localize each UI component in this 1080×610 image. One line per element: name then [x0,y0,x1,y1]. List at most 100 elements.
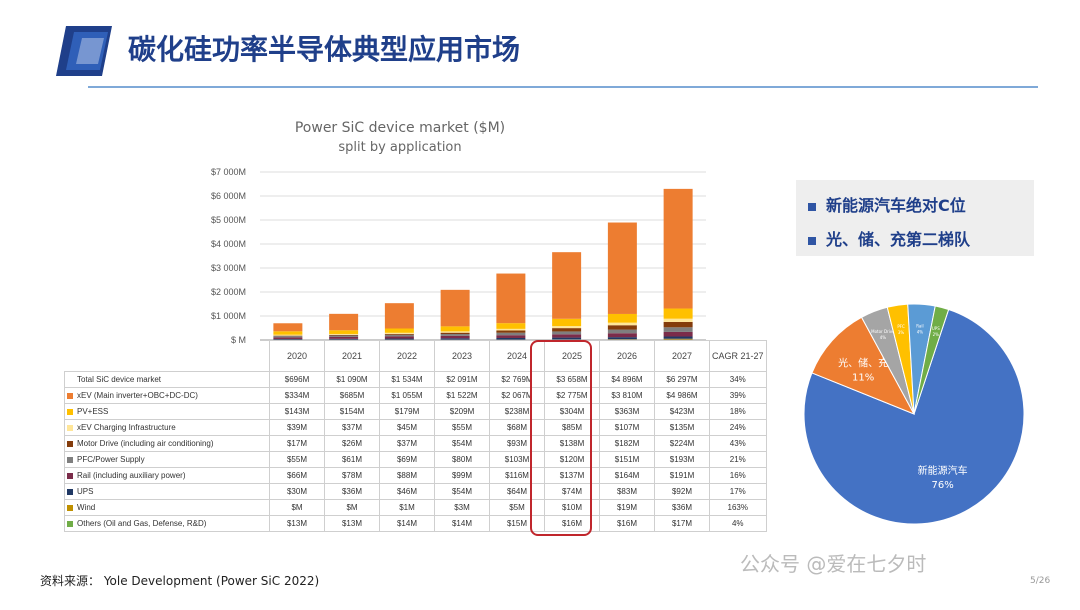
bar-segment [552,252,582,319]
bar-segment [384,338,414,340]
bar-segment [329,338,359,340]
table-row: Others (Oil and Gas, Defense, R&D) $13M $1… [64,515,767,532]
bar-segment [440,331,470,333]
bar-segment [663,321,693,328]
bar-segment [329,330,359,334]
bar-segment [273,337,303,339]
bar-segment [440,334,470,336]
bar-segment [384,333,414,335]
bar-segment [440,332,470,334]
legend-swatch [67,456,73,463]
row-label: Wind [77,503,96,512]
row-label: Motor Drive (including air conditioning) [77,439,214,448]
y-tick-label: $5 000M [211,215,246,225]
table-cell: $17M [269,435,325,452]
table-cell: $3 810M [599,387,655,404]
bar-segment [607,329,637,334]
table-cell: $30M [269,483,325,500]
table-cell: $16M [544,515,600,532]
table-cell: $1 534M [379,371,435,388]
bar-segment [329,335,359,337]
row-label-cell: Rail (including auxiliary power) [64,467,270,484]
bar-segment [552,337,582,340]
table-row: PFC/Power Supply $55M $61M $69M $80M $103M $12… [64,451,767,468]
table-cell: $13M [324,515,380,532]
table-cell: $61M [324,451,380,468]
title-divider [88,86,1038,88]
table-row: UPS $30M $36M $46M $54M $64M $74M $83M $92M 17% [64,483,767,500]
chart-subtitle: split by application [338,140,462,155]
table-cell: $55M [269,451,325,468]
slide-title: 碳化硅功率半导体典型应用市场 [128,33,521,66]
page-number: 5/26 [1030,576,1051,586]
pie-slice-percent: 3% [898,330,905,335]
table-cell: $685M [324,387,380,404]
table-cell: $1 522M [434,387,490,404]
pie-slice-label: UPS [932,326,940,331]
row-label-cell: PV+ESS [64,403,270,420]
table-cell: $14M [379,515,435,532]
table-cell: 21% [709,451,767,468]
bar-segment [273,334,303,336]
table-header-blank [64,340,270,372]
table-cell: $55M [434,419,490,436]
table-cell: $193M [654,451,710,468]
row-label: PFC/Power Supply [77,455,145,464]
table-cell: $151M [599,451,655,468]
table-cell: $36M [654,499,710,516]
table-header-cell: 2027 [654,340,710,372]
table-cell: $80M [434,451,490,468]
pie-slice [913,305,950,415]
callout-bullet: 光、储、充第二梯队 [808,226,970,250]
bar-segment [607,333,637,338]
table-cell: $154M [324,403,380,420]
legend-swatch [67,440,73,447]
bar-segment [663,318,693,322]
pie-slice-label: Rail [916,323,923,328]
table-cell: $191M [654,467,710,484]
table-cell: $16M [599,515,655,532]
table-cell: $26M [324,435,380,452]
table-cell: $69M [379,451,435,468]
y-tick-label: $3 000M [211,263,246,273]
row-label-cell: Others (Oil and Gas, Defense, R&D) [64,515,270,532]
table-row: xEV (Main inverter+OBC+DC-DC) $334M $685M $… [64,387,767,404]
table-header-cell: 2026 [599,340,655,372]
table-cell: $1M [379,499,435,516]
row-label-cell: Total SiC device market [64,371,270,388]
row-label: PV+ESS [77,407,109,416]
table-cell: $99M [434,467,490,484]
table-cell: $M [324,499,380,516]
bar-segment [607,313,637,323]
table-cell: $3M [434,499,490,516]
table-cell: $696M [269,371,325,388]
row-label: Rail (including auxiliary power) [77,471,186,480]
row-label: xEV (Main inverter+OBC+DC-DC) [77,391,198,400]
table-header-cell: CAGR 21-27 [709,340,767,372]
year-2025-highlight [530,340,592,536]
table-cell: $2 091M [434,371,490,388]
table-cell: 17% [709,483,767,500]
bar-segment [273,331,303,335]
bar-segment [663,327,693,332]
bar-segment [384,336,414,339]
table-cell: $17M [654,515,710,532]
pie-slice-percent: 4% [917,329,924,334]
bar-segment [329,313,359,331]
y-tick-label: $2 000M [211,287,246,297]
table-cell: $14M [434,515,490,532]
watermark: 公众号 @爱在七夕时 [740,552,927,576]
legend-swatch [67,504,73,511]
table-row: PV+ESS $143M $154M $179M $209M $238M $304M $363… [64,403,767,420]
callout-bullet-text: 新能源汽车绝对C位 [826,196,966,215]
table-cell: 39% [709,387,767,404]
bar-segment [552,334,582,338]
y-tick-label: $7 000M [211,167,246,177]
table-cell: $78M [324,467,380,484]
table-cell: $164M [599,467,655,484]
legend-swatch [67,408,73,415]
bar-segment [496,328,526,331]
table-cell: $36M [324,483,380,500]
row-label-cell: xEV (Main inverter+OBC+DC-DC) [64,387,270,404]
callout-box: 新能源汽车绝对C位 光、储、充第二梯队 [796,180,1034,256]
